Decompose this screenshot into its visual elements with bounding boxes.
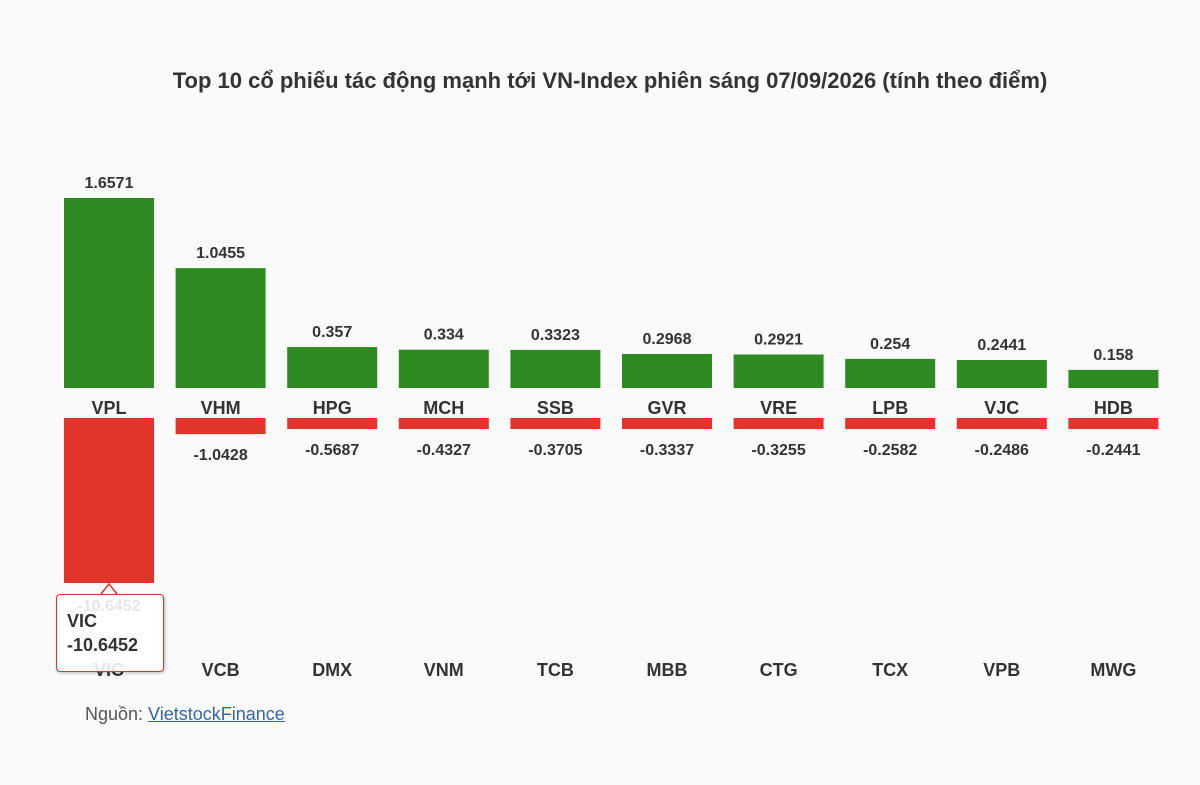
positive-category-label: GVR [647,398,686,418]
tooltip-value: -10.6452 [67,635,139,655]
positive-value-label: 1.6571 [85,175,134,192]
positive-value-label: 0.357 [312,324,352,341]
tooltip-ticker: VIC [67,611,98,631]
positive-value-label: 0.2441 [977,337,1026,354]
negative-bar [398,418,489,429]
positive-category-label: HDB [1094,398,1133,418]
negative-category-label: MBB [647,660,688,680]
negative-value-label: -0.2441 [1086,442,1140,459]
negative-category-label: CTG [760,660,798,680]
negative-category-label: VNM [424,660,464,680]
negative-value-label: -0.3255 [751,442,805,459]
negative-bar [510,418,601,429]
positive-bar [845,358,936,388]
negative-bar [287,418,378,429]
negative-category-label: VPB [983,660,1020,680]
positive-category-label: MCH [423,398,464,418]
positive-bar [956,360,1047,388]
positive-category-label: LPB [872,398,908,418]
positive-category-label: VRE [760,398,797,418]
positive-bar [510,349,601,388]
negative-value-label: -0.4327 [417,442,471,459]
positive-category-label: VJC [984,398,1019,418]
positive-bar [1068,369,1159,388]
source-link[interactable]: VietstockFinance [148,704,285,724]
negative-value-label: -0.5687 [305,442,359,459]
negative-category-label: VCB [202,660,240,680]
negative-bar [1068,418,1159,429]
negative-category-label: MWG [1090,660,1136,680]
positive-value-label: 0.3323 [531,327,580,344]
tooltip-pointer [100,582,118,595]
positive-bar [175,268,266,388]
positive-value-label: 0.334 [424,327,464,344]
negative-bar [64,418,154,583]
positive-bar [64,198,154,388]
positive-value-label: 0.2968 [643,331,692,348]
positive-bar [398,349,489,388]
chart-title: Top 10 cổ phiếu tác động mạnh tới VN-Ind… [172,68,1048,93]
negative-bar [622,418,712,429]
negative-category-label: DMX [312,660,352,680]
negative-value-label: -0.2486 [975,442,1029,459]
source-prefix: Nguồn: [85,704,149,724]
positive-value-label: 0.2921 [754,332,803,349]
negative-value-label: -0.2582 [863,442,917,459]
positive-bar [733,354,824,388]
chart-tooltip: VIC -10.6452 [56,594,164,672]
negative-bar [845,418,936,429]
positive-value-label: 0.158 [1093,347,1133,364]
positive-category-label: VHM [201,398,241,418]
positive-category-label: VPL [91,398,126,418]
negative-category-label: TCB [537,660,574,680]
negative-category-label: TCX [872,660,908,680]
positive-bar [287,347,378,388]
source-credit: Nguồn: VietstockFinance [85,704,285,725]
positive-value-label: 0.254 [870,336,910,353]
positive-bar [622,353,712,388]
negative-bar [733,418,824,429]
negative-bar [175,418,266,435]
negative-value-label: -1.0428 [193,447,247,464]
positive-value-label: 1.0455 [196,245,245,262]
positive-category-label: SSB [537,398,574,418]
negative-bar [956,418,1047,429]
positive-category-label: HPG [313,398,352,418]
negative-value-label: -0.3705 [528,442,582,459]
negative-value-label: -0.3337 [640,442,694,459]
